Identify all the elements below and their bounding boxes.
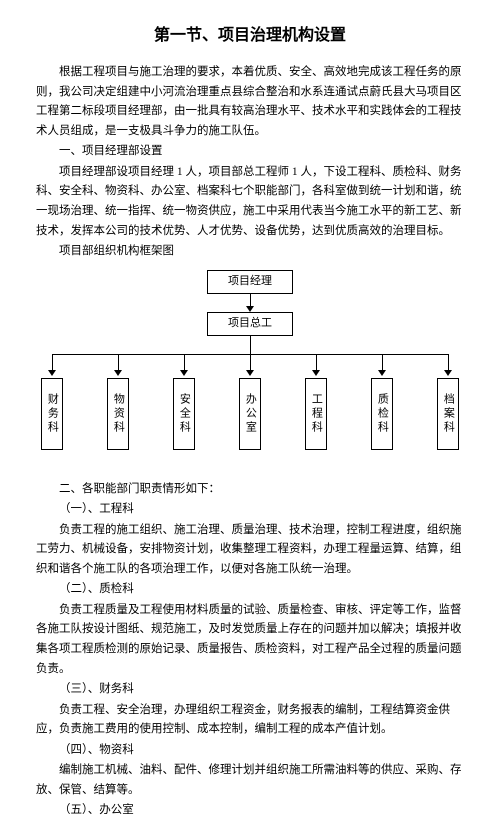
paragraph-chart-label: 项目部组织机构框架图 (36, 242, 464, 262)
heading-section-1: 一、项目经理部设置 (36, 142, 464, 162)
arrow-icon (246, 370, 254, 376)
subsection-3-title: （三）、财务科 (36, 680, 464, 700)
arrow-icon (378, 370, 386, 376)
page-title: 第一节、项目治理机构设置 (36, 22, 464, 49)
subsection-4-title: （四）、物资科 (36, 741, 464, 761)
heading-section-2: 二、各职能部门职责情形如下： (36, 480, 464, 500)
paragraph-setup: 项目经理部设项目经理 1 人，项目部总工程师 1 人，下设工程科、质检科、财务科… (36, 163, 464, 241)
subsection-4-body: 编制施工机械、油料、配件、修理计划并组织施工所需油料等的供应、采购、存放、保管、… (36, 761, 464, 800)
box-manager: 项目经理 (207, 270, 293, 294)
subsection-5-title: （五）、办公室 (36, 801, 464, 821)
dept-office: 办公室 (239, 378, 261, 450)
dept-archive: 档案科 (437, 378, 459, 450)
arrow-icon (48, 370, 56, 376)
arrow-icon (114, 370, 122, 376)
box-chief-engineer: 项目总工 (207, 312, 293, 336)
dept-safety: 安全科 (173, 378, 195, 450)
arrow-icon (444, 370, 452, 376)
dept-engineering: 工程科 (305, 378, 327, 450)
subsection-3-body: 负责工程、安全治理，办理组织工程资金，财务报表的编制，工程结算资金供应，负责施工… (36, 701, 464, 740)
subsection-2-body: 负责工程质量及工程使用材料质量的试验、质量检查、审核、评定等工作，监督各施工队按… (36, 601, 464, 679)
org-chart: 项目经理 项目总工 财务科 物资科 安全科 办公室 工程科 质检科 档案科 (40, 270, 460, 470)
dept-finance: 财务科 (41, 378, 63, 450)
dept-material: 物资科 (107, 378, 129, 450)
subsection-1-body: 负责工程的施工组织、施工治理、质量治理、技术治理，控制工程进度，组织施工劳力、机… (36, 521, 464, 580)
arrow-icon (312, 370, 320, 376)
subsection-2-title: （二）、质检科 (36, 580, 464, 600)
dept-quality: 质检科 (371, 378, 393, 450)
paragraph-intro: 根据工程项目与施工治理的要求，本着优质、安全、高效地完成该工程任务的原则，我公司… (36, 63, 464, 141)
arrow-icon (180, 370, 188, 376)
subsection-1-title: （一）、工程科 (36, 500, 464, 520)
